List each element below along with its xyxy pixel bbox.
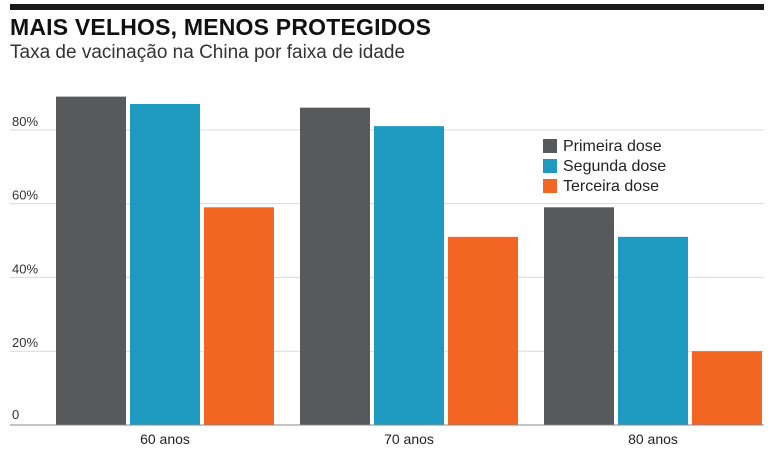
top-rule <box>10 4 764 10</box>
y-tick-label: 0 <box>12 407 19 422</box>
bar <box>130 104 200 425</box>
bar <box>692 351 762 425</box>
bar <box>300 107 370 426</box>
bar <box>618 236 688 425</box>
legend-label: Terceira dose <box>563 178 659 195</box>
x-tick-label: 70 anos <box>384 431 434 447</box>
legend-swatch <box>543 179 557 193</box>
x-tick-label: 60 anos <box>140 431 190 447</box>
y-tick-label: 60% <box>12 188 38 203</box>
bar <box>374 126 444 425</box>
y-tick-label: 20% <box>12 335 38 350</box>
legend-label: Segunda dose <box>563 158 666 175</box>
chart-subtitle: Taxa de vacinação na China por faixa de … <box>10 42 406 63</box>
legend-label: Primeira dose <box>563 138 662 155</box>
bar <box>56 96 126 425</box>
bar <box>204 207 274 425</box>
legend-swatch <box>543 159 557 173</box>
x-tick-label: 80 anos <box>628 431 678 447</box>
bar <box>544 207 614 425</box>
y-tick-label: 80% <box>12 114 38 129</box>
legend-swatch <box>543 139 557 153</box>
chart-title: MAIS VELHOS, MENOS PROTEGIDOS <box>10 14 432 40</box>
y-tick-label: 40% <box>12 261 38 276</box>
bar <box>448 236 518 425</box>
